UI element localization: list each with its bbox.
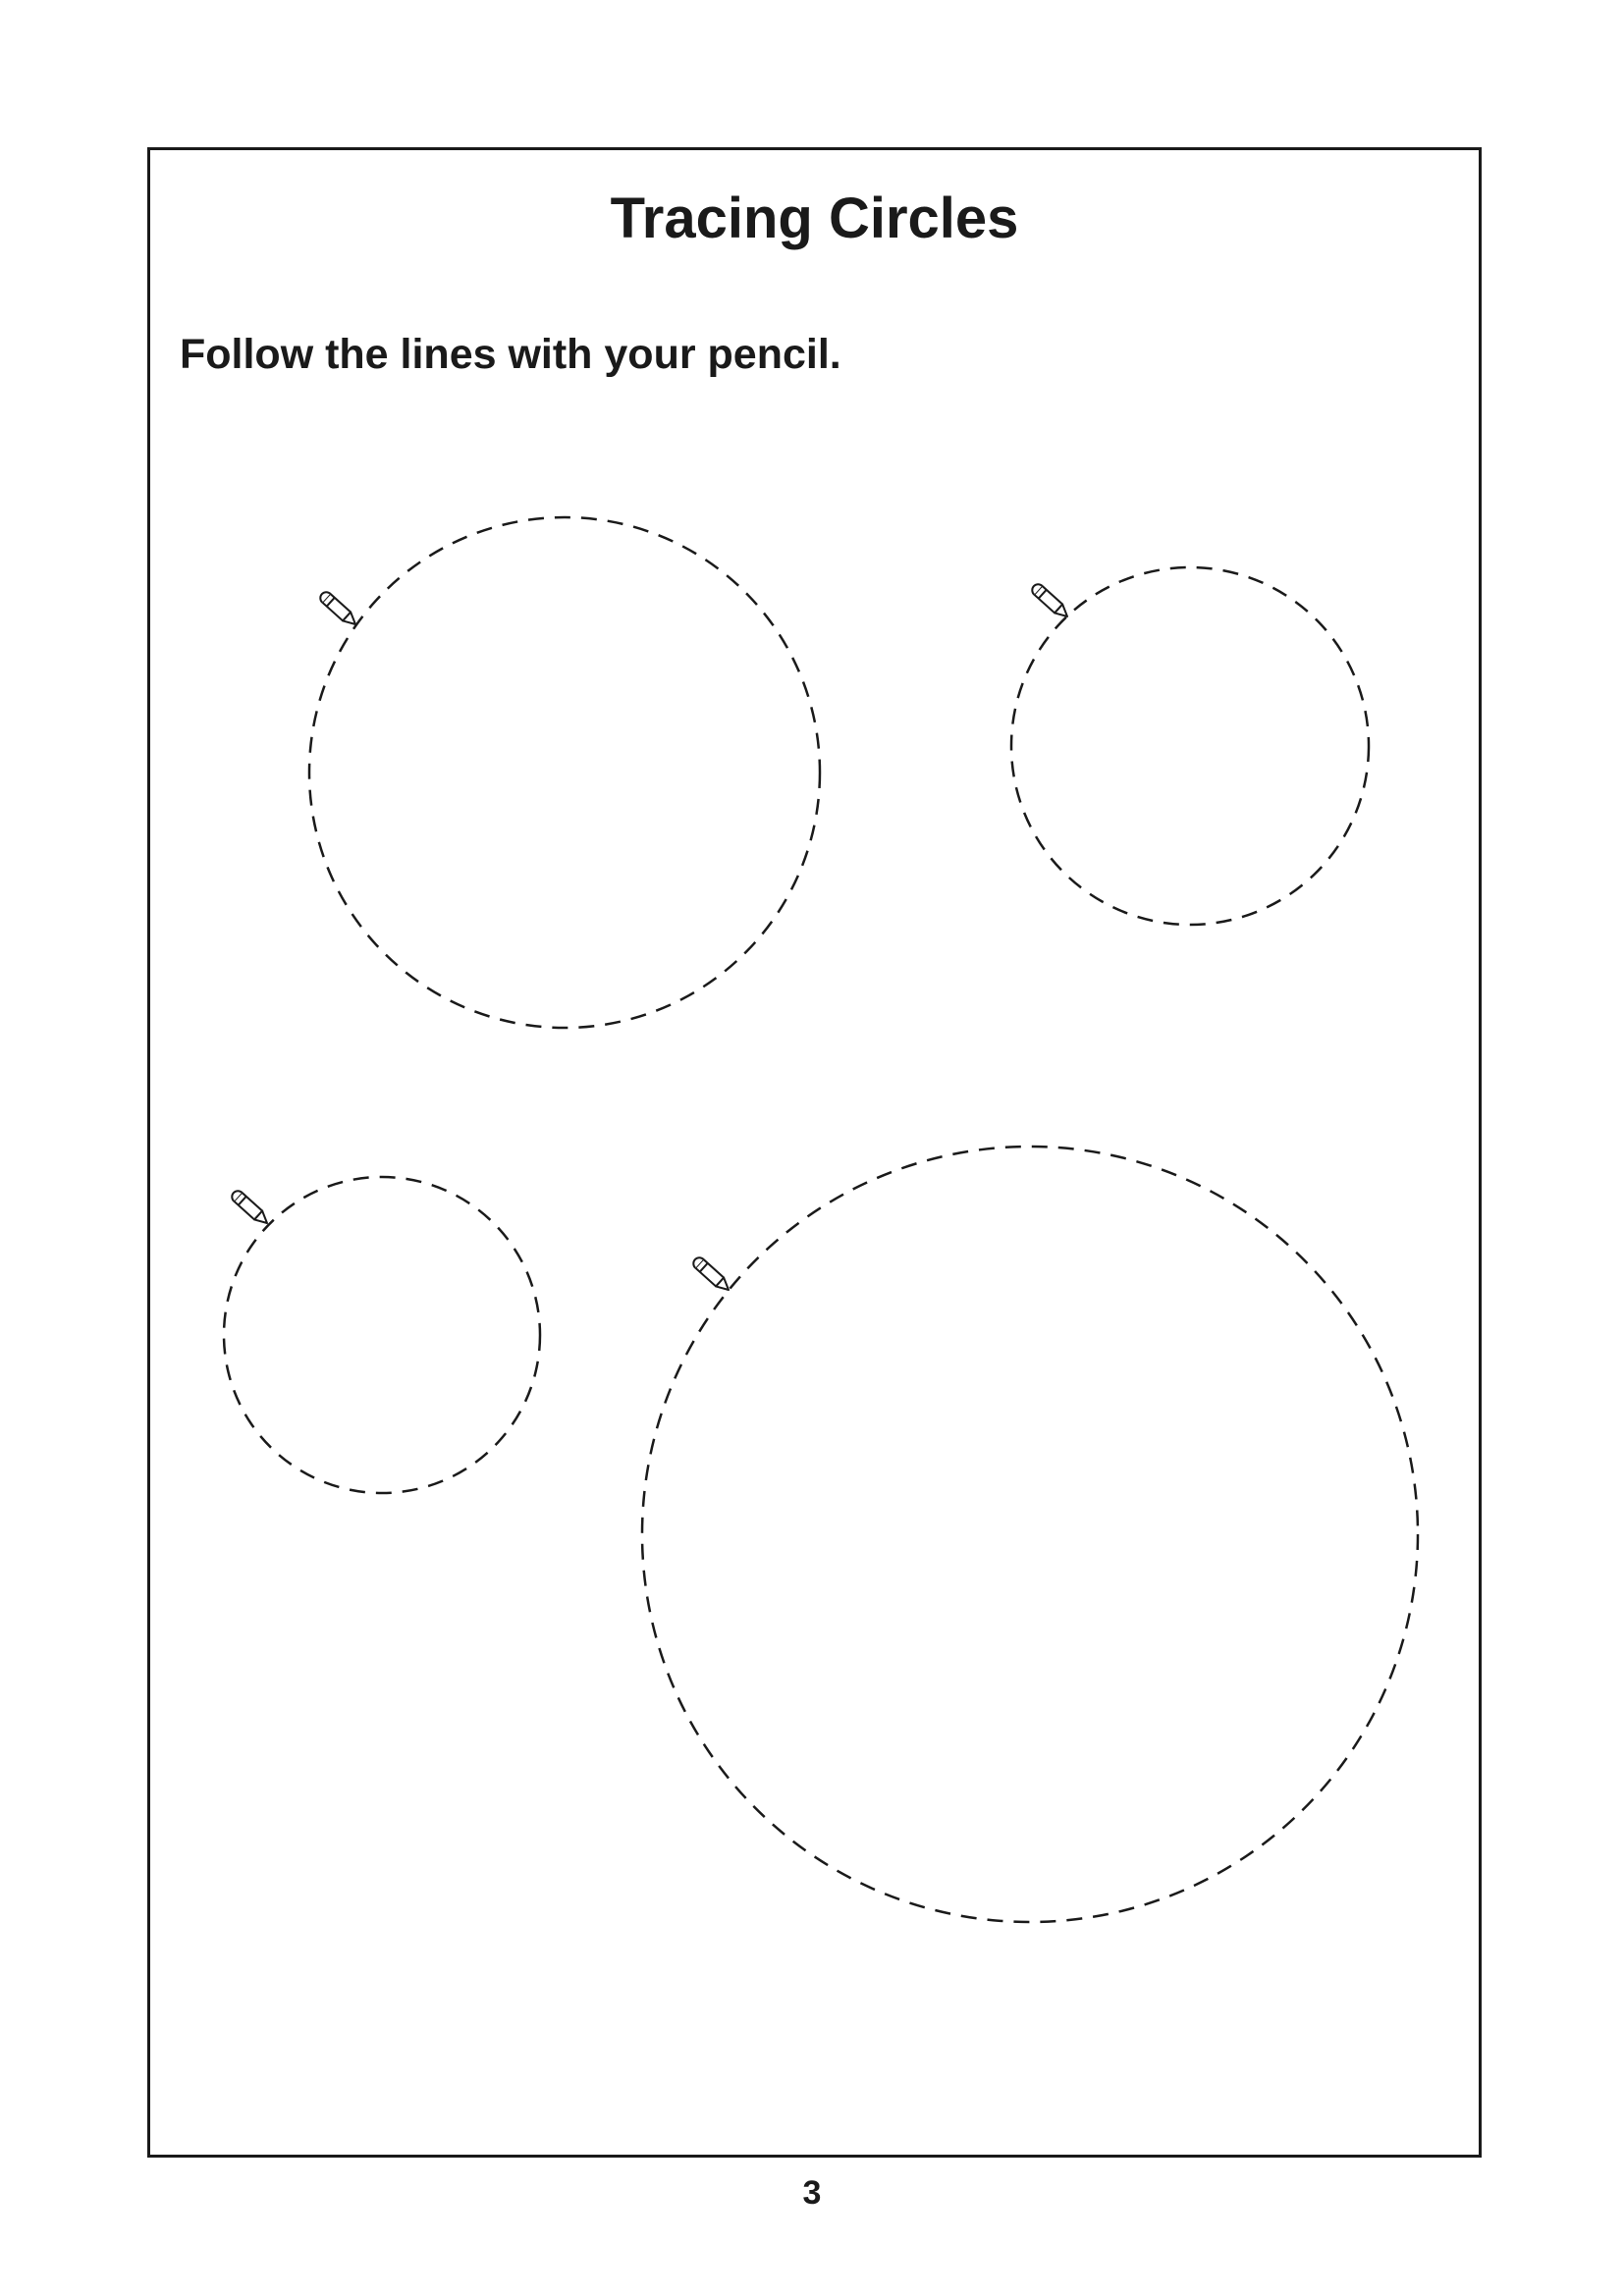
page-title: Tracing Circles: [610, 187, 1019, 250]
pencil-icon: [689, 1254, 734, 1296]
pencil-icon: [1028, 580, 1073, 622]
tracing-circle-top-right[interactable]: [1009, 565, 1371, 927]
tracing-circle-top-left[interactable]: [307, 515, 822, 1030]
page-border: [147, 147, 1482, 2158]
pencil-icon: [228, 1187, 273, 1229]
page-number: 3: [802, 2174, 822, 2212]
tracing-circle-bottom-left[interactable]: [222, 1175, 542, 1495]
dashed-circle[interactable]: [222, 1175, 542, 1495]
dashed-circle[interactable]: [640, 1145, 1420, 1924]
dashed-circle[interactable]: [1009, 565, 1371, 927]
tracing-circle-bottom-right[interactable]: [640, 1145, 1420, 1924]
pencil-icon: [316, 588, 361, 630]
dashed-circle[interactable]: [307, 515, 822, 1030]
instruction-text: Follow the lines with your pencil.: [180, 331, 841, 378]
